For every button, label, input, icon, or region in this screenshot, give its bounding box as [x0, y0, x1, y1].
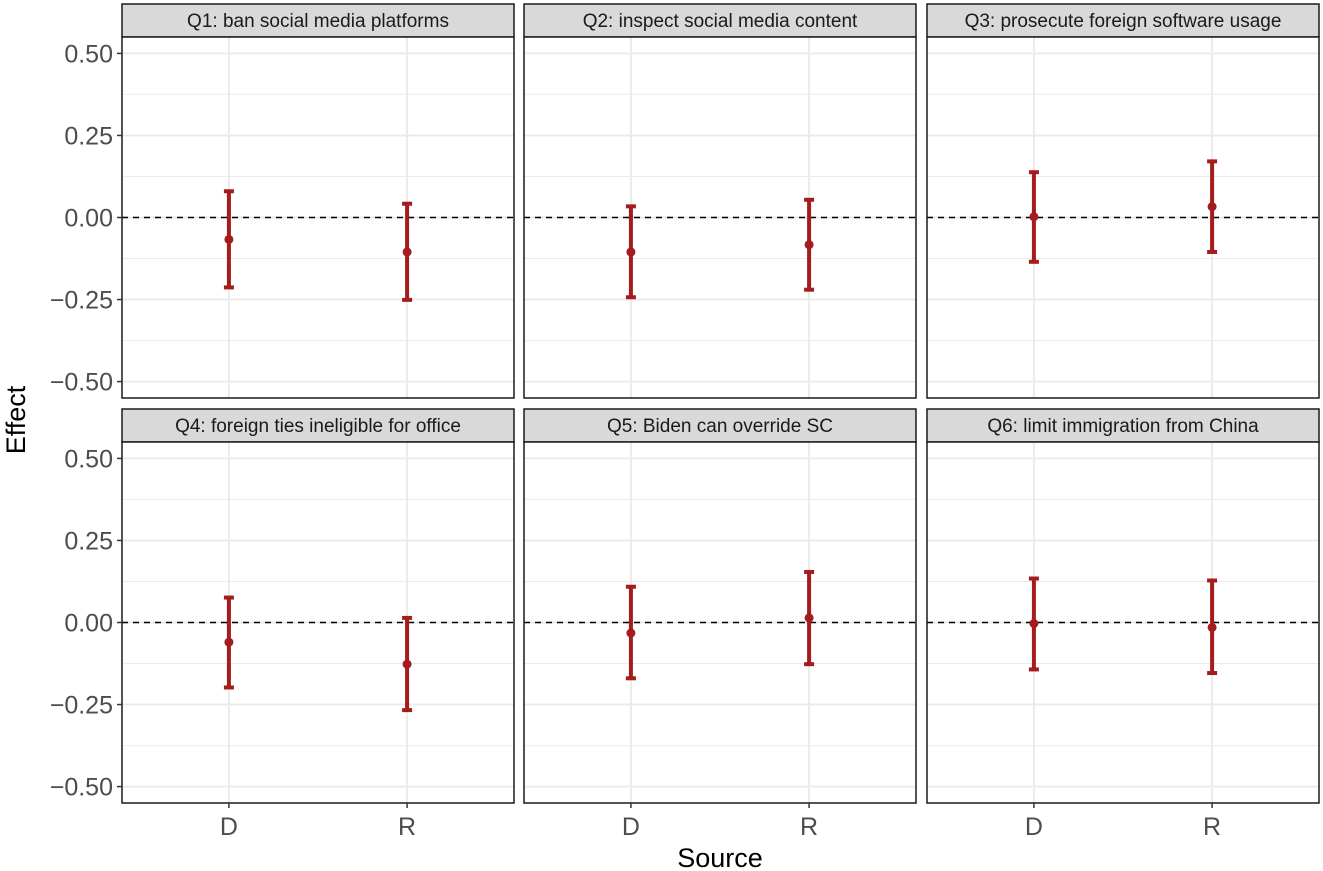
x-tick-label: D — [1025, 813, 1043, 841]
errorbar — [1207, 578, 1218, 676]
panel-title: Q6: limit immigration from China — [987, 416, 1259, 437]
panel-title: Q5: Biden can override SC — [607, 416, 833, 437]
errorbar — [1028, 576, 1039, 672]
x-axis-title: Source — [677, 843, 763, 871]
panel: Q2: inspect social media content — [523, 3, 917, 399]
panel-strip — [523, 408, 917, 443]
panel-title: Q4: foreign ties ineligible for office — [175, 416, 461, 437]
x-tick-label: R — [398, 813, 416, 841]
estimate-point — [402, 659, 412, 669]
panel: Q4: foreign ties ineligible for office — [121, 408, 515, 804]
errorbar — [1028, 170, 1039, 264]
panel-border — [926, 441, 1320, 804]
y-tick-label: −0.50 — [50, 774, 113, 802]
y-tick-label: 0.50 — [64, 40, 113, 68]
estimate-point — [224, 637, 234, 647]
x-tick-label: D — [220, 813, 238, 841]
errorbar — [223, 595, 234, 690]
panel-strip — [523, 3, 917, 38]
estimate-point — [1207, 622, 1217, 632]
estimate-point — [1029, 212, 1039, 222]
panel: Q1: ban social media platforms — [121, 3, 515, 399]
x-tick-label: R — [800, 813, 818, 841]
panel-strip — [121, 3, 515, 38]
estimate-point — [804, 240, 814, 250]
estimate-point — [626, 628, 636, 638]
y-tick-label: −0.25 — [50, 287, 113, 315]
panel-title: Q2: inspect social media content — [583, 11, 858, 32]
panel: Q5: Biden can override SC — [523, 408, 917, 804]
panel-strip — [121, 408, 515, 443]
y-tick-label: 0.25 — [64, 122, 113, 150]
panel-border — [523, 441, 917, 804]
estimate-point — [804, 613, 814, 623]
errorbar — [223, 189, 234, 290]
errorbar — [804, 197, 815, 292]
errorbar — [804, 569, 815, 667]
panel: Q3: prosecute foreign software usage — [926, 3, 1320, 399]
y-axis: 0.50 0.25 0.00 −0.25 −0.50 0.50 0.25 0.00 −0.25 −… — [50, 40, 122, 802]
y-tick-label: 0.00 — [64, 610, 113, 638]
y-tick-label: 0.50 — [64, 445, 113, 473]
x-tick-label: R — [1203, 813, 1221, 841]
estimate-point — [224, 234, 234, 244]
estimate-point — [626, 247, 636, 257]
x-tick-label: D — [622, 813, 640, 841]
panels: Q1: ban social media platforms Q2: inspec… — [121, 3, 1320, 804]
panel-strip — [926, 408, 1320, 443]
errorbar — [625, 584, 636, 681]
y-tick-label: 0.25 — [64, 527, 113, 555]
errorbar — [402, 615, 413, 713]
errorbar — [625, 204, 636, 300]
estimate-point — [1207, 202, 1217, 212]
panel-title: Q1: ban social media platforms — [187, 11, 449, 32]
errorbar — [1207, 159, 1218, 254]
estimate-point — [402, 247, 412, 257]
panel-strip — [926, 3, 1320, 38]
panel-border — [926, 36, 1320, 399]
panel: Q6: limit immigration from China — [926, 408, 1320, 804]
y-tick-label: −0.50 — [50, 369, 113, 397]
panel-border — [523, 36, 917, 399]
y-tick-label: 0.00 — [64, 205, 113, 233]
errorbar — [402, 201, 413, 302]
y-axis-title: Effect — [1, 385, 31, 454]
estimate-point — [1029, 618, 1039, 628]
y-tick-label: −0.25 — [50, 692, 113, 720]
panel-title: Q3: prosecute foreign software usage — [965, 11, 1282, 32]
